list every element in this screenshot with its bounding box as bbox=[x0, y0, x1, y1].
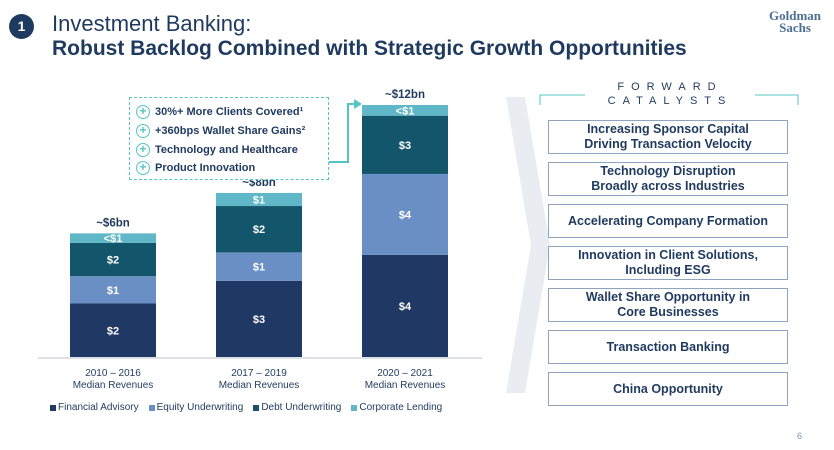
catalyst-item: Wallet Share Opportunity in Core Business… bbox=[548, 288, 788, 322]
legend-item: Equity Underwriting bbox=[148, 402, 244, 413]
bar-value-label: $3 bbox=[399, 140, 411, 152]
catalyst-item: Innovation in Client Solutions, Including… bbox=[548, 246, 788, 280]
bar-segment bbox=[362, 173, 448, 255]
legend-label: Equity Underwriting bbox=[156, 402, 244, 413]
catalyst-item: Accelerating Company Formation bbox=[548, 204, 788, 238]
legend-swatch bbox=[50, 404, 56, 411]
legend-swatch bbox=[351, 404, 358, 411]
legend-swatch bbox=[253, 404, 260, 411]
catalyst-item: Technology Disruption Broadly across Indu… bbox=[548, 162, 788, 196]
x-tick-label: 2020 – 2021 bbox=[377, 368, 433, 379]
bar-value-label: $2 bbox=[107, 255, 119, 267]
legend-label: Corporate Lending bbox=[359, 402, 443, 413]
x-tick-label: Median Revenues bbox=[365, 380, 446, 391]
legend-item: Corporate Lending bbox=[351, 402, 442, 413]
bar-segment bbox=[362, 105, 448, 116]
callout-item: + +360bps Wallet Share Gains² bbox=[136, 123, 305, 139]
catalyst-item: Transaction Banking bbox=[548, 330, 788, 364]
bar-value-label: $4 bbox=[399, 301, 412, 313]
x-tick-label: 2010 – 2016 bbox=[85, 368, 141, 379]
plus-icon: + bbox=[136, 143, 150, 157]
callout-item: + 30%+ More Clients Covered¹ bbox=[136, 104, 303, 120]
bar-segment bbox=[70, 233, 156, 243]
bar-segment bbox=[70, 242, 156, 277]
legend-item: Financial Advisory bbox=[50, 402, 139, 413]
bar-segment bbox=[216, 192, 302, 207]
plus-icon: + bbox=[136, 105, 150, 119]
page-title: Investment Banking: bbox=[52, 11, 252, 36]
callout-item: + Product Innovation bbox=[136, 160, 255, 176]
plus-icon: + bbox=[136, 161, 150, 175]
bar-segment bbox=[216, 252, 302, 281]
page-number: 6 bbox=[797, 431, 803, 441]
bar-value-label: $1 bbox=[107, 285, 119, 297]
bar-segment bbox=[362, 115, 448, 174]
chart-legend: Financial Advisory Equity Underwriting D… bbox=[50, 402, 442, 413]
bar-value-label: $2 bbox=[107, 325, 119, 337]
forward-catalysts-title: FORWARD CATALYSTS bbox=[607, 81, 733, 107]
legend-swatch bbox=[148, 404, 155, 411]
callout-item-text: Product Innovation bbox=[155, 162, 256, 174]
section-number-badge: 1 bbox=[9, 14, 34, 39]
plus-icon: + bbox=[136, 124, 150, 138]
bar-segment bbox=[362, 254, 448, 357]
bar-segment bbox=[70, 303, 156, 357]
growth-drivers-callout: + 30%+ More Clients Covered¹ + +360bps W… bbox=[129, 97, 329, 180]
bar-value-label: $1 bbox=[253, 262, 265, 274]
catalyst-item: Increasing Sponsor Capital Driving Transa… bbox=[548, 120, 788, 154]
callout-item-text: +360bps Wallet Share Gains² bbox=[155, 125, 306, 137]
bar-segment bbox=[70, 276, 156, 304]
page-subtitle: Robust Backlog Combined with Strategic G… bbox=[52, 37, 687, 60]
bar-total-label: ~$12bn bbox=[385, 89, 425, 101]
x-tick-label: Median Revenues bbox=[73, 380, 154, 391]
bar-value-label: $2 bbox=[253, 224, 265, 236]
callout-item-text: 30%+ More Clients Covered¹ bbox=[155, 106, 304, 118]
callout-arrow-line bbox=[329, 103, 354, 163]
bar-value-label: <$1 bbox=[104, 233, 123, 245]
bar-segment bbox=[216, 206, 302, 253]
legend-item: Debt Underwriting bbox=[253, 402, 341, 413]
bar-total-label: ~$6bn bbox=[96, 217, 130, 229]
callout-item: + Technology and Healthcare bbox=[136, 142, 298, 158]
catalyst-bracket-left bbox=[539, 94, 585, 105]
bar-value-label: $4 bbox=[399, 209, 412, 221]
divider-chevron bbox=[506, 97, 550, 393]
callout-item-text: Technology and Healthcare bbox=[155, 144, 298, 156]
bar-value-label: $1 bbox=[253, 195, 265, 207]
bar-value-label: $3 bbox=[253, 314, 265, 326]
bar-segment bbox=[216, 280, 302, 357]
legend-label: Debt Underwriting bbox=[261, 402, 342, 413]
goldman-sachs-logo: Goldman Sachs bbox=[768, 8, 821, 35]
x-tick-label: Median Revenues bbox=[219, 380, 300, 391]
legend-label: Financial Advisory bbox=[58, 402, 139, 413]
catalyst-item: China Opportunity bbox=[548, 372, 788, 406]
x-tick-label: 2017 – 2019 bbox=[231, 368, 287, 379]
bar-value-label: <$1 bbox=[396, 105, 415, 117]
catalyst-bracket-right bbox=[755, 94, 799, 105]
callout-arrowhead bbox=[354, 99, 362, 109]
